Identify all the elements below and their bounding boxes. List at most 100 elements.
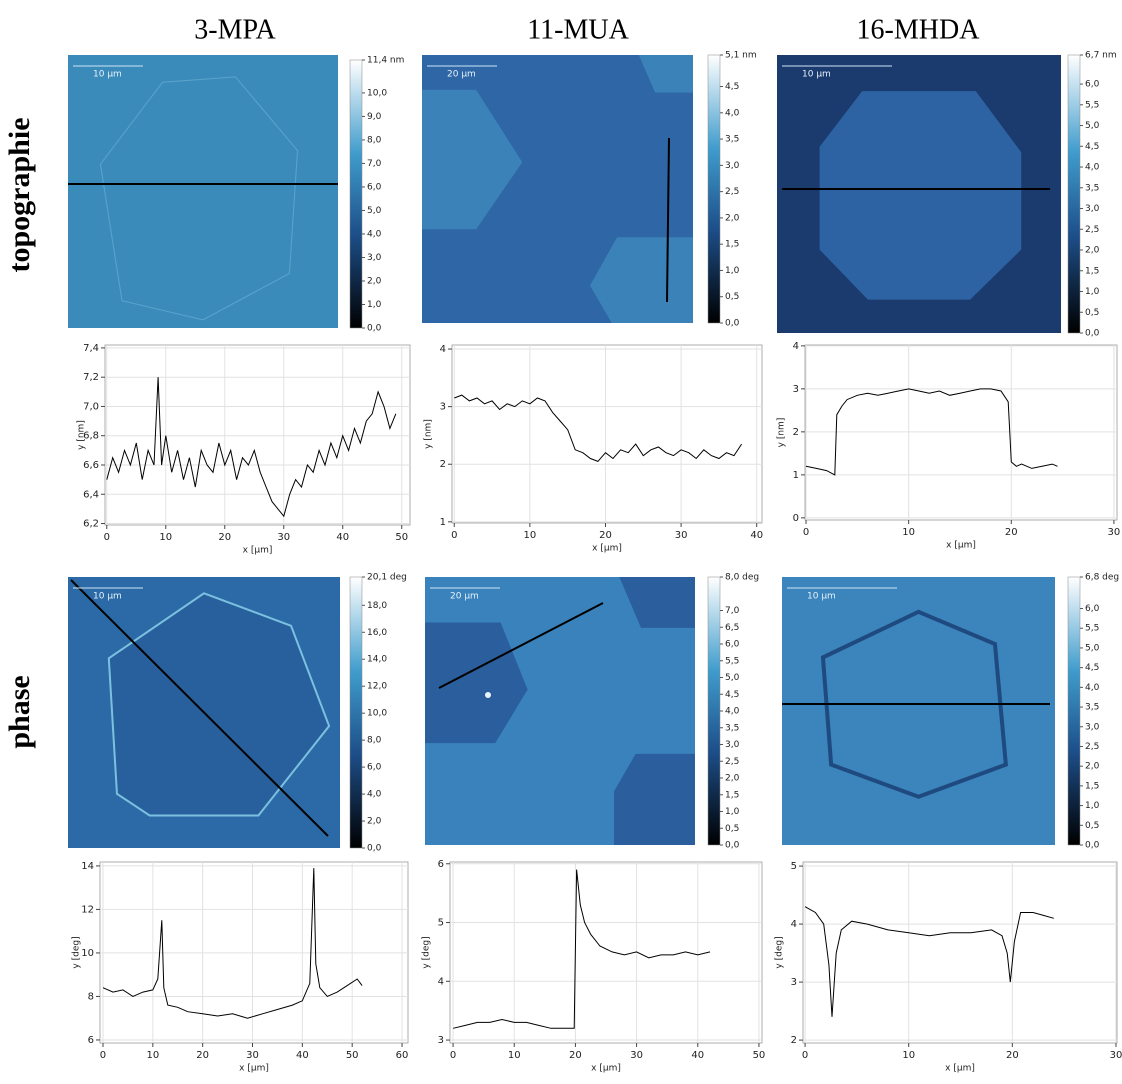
colorbar-label: 0,0 [367, 844, 382, 854]
y-tick-label: 4 [440, 344, 446, 355]
y-tick-label: 3 [440, 402, 446, 413]
colorbar-label: 0,0 [725, 319, 740, 329]
scale-bar-label: 10 µm [93, 592, 122, 602]
y-tick-label: 7,4 [83, 343, 99, 354]
y-tick-label: 10 [81, 948, 94, 959]
colorbar-label: 7,0 [725, 606, 740, 616]
x-tick-label: 30 [277, 532, 290, 543]
scale-bar-label: 20 µm [447, 70, 476, 80]
domain [425, 622, 528, 744]
colorbar-label: 20,1 deg [367, 573, 407, 583]
colorbar-label: 6,5 [725, 623, 739, 633]
y-tick-label: 3 [793, 384, 799, 395]
y-tick-label: 2 [791, 1035, 797, 1046]
colorbar-label: 0,0 [725, 841, 740, 851]
y-axis-label: y [nm] [777, 418, 787, 448]
colorbar-label: 5,5 [725, 656, 739, 666]
y-tick-label: 6,2 [83, 519, 99, 530]
colorbar [349, 59, 363, 329]
colorbar-label: 6,0 [1085, 80, 1100, 90]
domain [107, 592, 331, 817]
x-tick-label: 20 [1005, 527, 1018, 538]
y-tick-label: 1 [440, 517, 446, 528]
y-tick-label: 12 [81, 904, 94, 915]
x-tick-label: 10 [159, 532, 172, 543]
colorbar-label: 6,0 [367, 763, 382, 773]
y-tick-label: 4 [438, 976, 444, 987]
x-tick-label: 40 [336, 532, 349, 543]
x-tick-label: 0 [451, 530, 457, 541]
domain [422, 89, 523, 230]
afm-image [68, 55, 338, 328]
colorbar-label: 7,0 [367, 159, 382, 169]
colorbar-label: 2,5 [1085, 742, 1099, 752]
profile-line [666, 137, 670, 303]
plot-area [802, 861, 1118, 1044]
x-tick-label: 40 [691, 1050, 704, 1061]
colorbar-label: 5,1 nm [725, 51, 757, 61]
y-tick-label: 14 [81, 861, 94, 872]
domain [638, 55, 693, 93]
colorbar-label: 1,0 [1085, 287, 1100, 297]
x-tick-label: 50 [395, 532, 408, 543]
plot-area [451, 344, 763, 524]
colorbar-label: 1,0 [367, 300, 382, 310]
colorbar-label: 4,5 [725, 690, 739, 700]
x-axis-label: x [µm] [592, 544, 622, 554]
colorbar-label: 4,5 [1085, 142, 1099, 152]
colorbar-label: 14,0 [367, 655, 387, 665]
x-tick-label: 10 [146, 1050, 159, 1061]
colorbar-label: 0,0 [1085, 329, 1100, 339]
plot-area [449, 861, 763, 1044]
scale-bar-label: 20 µm [450, 592, 479, 602]
colorbar [1067, 576, 1081, 846]
colorbar-label: 2,0 [367, 276, 382, 286]
colorbar-label: 1,0 [1085, 801, 1100, 811]
x-axis-label: x [µm] [243, 546, 273, 556]
x-tick-label: 0 [104, 532, 110, 543]
colorbar-label: 0,5 [725, 292, 739, 302]
colorbar-label: 2,0 [1085, 762, 1100, 772]
colorbar-label: 3,5 [1085, 183, 1099, 193]
colorbar-label: 10,0 [367, 709, 387, 719]
profile-trace [805, 388, 1058, 476]
y-tick-label: 3 [791, 977, 797, 988]
x-tick-label: 50 [346, 1050, 359, 1061]
colorbar-label: 5,5 [1085, 100, 1099, 110]
x-tick-label: 0 [450, 1050, 456, 1061]
afm-image [782, 577, 1055, 845]
colorbar [349, 576, 363, 849]
colorbar-label: 0,0 [1085, 841, 1100, 851]
colorbar-label: 0,0 [367, 324, 382, 334]
plot-area [804, 344, 1118, 521]
x-tick-label: 20 [196, 1050, 209, 1061]
x-tick-label: 20 [1006, 1050, 1019, 1061]
colorbar-label: 4,0 [1085, 163, 1100, 173]
y-tick-label: 6,4 [83, 489, 99, 500]
column-title: 16-MHDA [857, 14, 981, 45]
y-tick-label: 2 [440, 459, 446, 470]
x-tick-label: 30 [1110, 1050, 1122, 1061]
colorbar-label: 2,5 [725, 187, 739, 197]
y-tick-label: 6,6 [83, 460, 99, 471]
colorbar-label: 1,0 [725, 266, 740, 276]
y-axis-label: y [nm] [424, 419, 434, 449]
y-axis-label: y [deg] [72, 936, 82, 968]
y-axis-label: y [deg] [422, 936, 432, 968]
y-tick-label: 0 [793, 513, 799, 524]
x-tick-label: 10 [524, 530, 537, 541]
profile-trace [102, 868, 363, 1019]
colorbar-label: 2,0 [367, 817, 382, 827]
colorbar-label: 9,0 [367, 112, 382, 122]
domain [820, 609, 1008, 799]
profile-trace [804, 906, 1054, 1017]
x-axis-label: x [µm] [946, 541, 976, 551]
y-tick-label: 1 [793, 470, 799, 481]
colorbar-label: 8,0 deg [725, 573, 759, 583]
y-tick-label: 2 [793, 427, 799, 438]
scale-bar-label: 10 µm [807, 592, 836, 602]
colorbar-label: 3,0 [1085, 722, 1100, 732]
x-tick-label: 10 [902, 1050, 915, 1061]
scale-bar-label: 10 µm [93, 70, 122, 80]
